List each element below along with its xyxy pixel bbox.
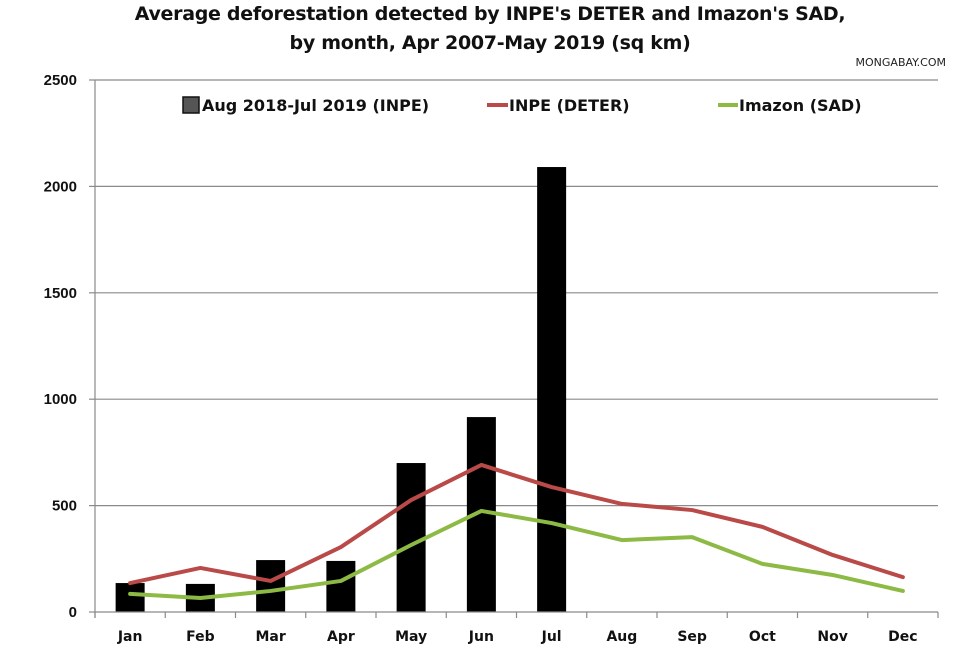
chart-title-line-1: Average deforestation detected by INPE's… [134, 3, 846, 25]
bar-may [396, 463, 426, 612]
bar-mar [256, 560, 286, 612]
bar-apr [326, 560, 356, 612]
axes: 0 500 1000 1500 2000 2500 Jan Feb Mar Apr May Jun Ju… [44, 72, 939, 645]
line-series [128, 462, 905, 600]
x-tick-label: Jun [468, 629, 494, 645]
legend-swatch-bars [182, 96, 200, 114]
x-tick-label: Oct [749, 629, 776, 645]
x-tick-label: Feb [186, 629, 215, 645]
x-tick-label: Dec [888, 629, 917, 645]
x-tick-label: Sep [677, 629, 707, 645]
y-tick-label: 500 [52, 498, 77, 515]
source-credit: MONGABAY.COM [855, 56, 946, 69]
x-tick-label: Jul [541, 629, 562, 645]
imazon-sad-line [128, 508, 905, 600]
legend-label-imazon: Imazon (SAD) [739, 96, 862, 115]
x-tick-label: Aug [606, 629, 637, 645]
x-tick-label: Mar [255, 629, 285, 645]
bar-series [115, 167, 567, 612]
x-tick-label: May [395, 629, 427, 645]
gridlines [95, 79, 938, 507]
legend: Aug 2018-Jul 2019 (INPE) INPE (DETER) Imaz… [182, 96, 862, 115]
y-tick-label: 2000 [44, 178, 77, 195]
bar-jan [115, 583, 145, 612]
y-tick-label: 1500 [44, 285, 77, 302]
chart-title-line-2: by month, Apr 2007-May 2019 (sq km) [289, 32, 691, 54]
y-tick-label: 0 [69, 604, 77, 621]
x-tick-label: Jan [117, 629, 143, 645]
legend-label-inpe: INPE (DETER) [509, 96, 630, 115]
x-tick-label: Apr [327, 629, 355, 645]
y-tick-label: 1000 [44, 391, 77, 408]
legend-label-bars: Aug 2018-Jul 2019 (INPE) [202, 96, 429, 115]
inpe-deter-line [128, 462, 905, 586]
bar-jul [537, 167, 567, 612]
y-tick-label: 2500 [44, 72, 77, 89]
x-tick-label: Nov [817, 629, 847, 645]
